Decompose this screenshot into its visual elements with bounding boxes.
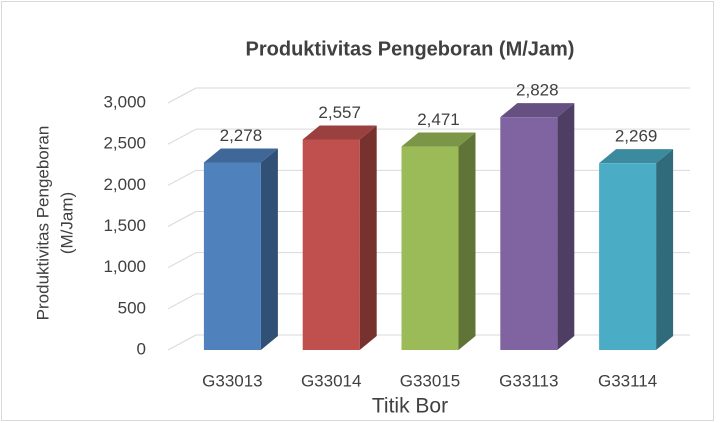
bar [203,162,261,350]
data-label: 2,828 [516,81,559,100]
data-label: 2,278 [220,126,263,145]
grid-line [167,169,197,186]
bar [302,139,360,350]
bar-top [401,132,476,147]
y-tick-label: 2,000 [103,175,146,194]
chart-title: Produktivitas Pengeboran (M/Jam) [246,38,575,60]
x-tick-label: G33114 [598,371,657,390]
bar-side [656,149,674,350]
grid-line [167,211,197,227]
bar [500,117,558,350]
bar [401,146,459,350]
grid-line [167,128,197,145]
grid-line [167,293,197,310]
x-tick-label: G33013 [202,371,263,390]
x-axis-title: Titik Bor [372,395,448,418]
y-tick-label: 1,000 [103,257,146,276]
bar-top [302,125,377,140]
bar [599,163,657,350]
bar-side [260,148,278,350]
x-tick-label: G33015 [400,371,461,390]
y-axis-title: (M/Jam) [57,192,76,254]
data-label: 2,269 [615,127,658,146]
bar-side [359,125,377,350]
y-tick-label: 2,500 [103,134,146,153]
data-label: 2,557 [318,103,361,122]
bar-top [599,149,674,164]
y-tick-label: 3,000 [103,92,146,111]
grid-line [167,334,197,351]
bar-top [203,148,278,163]
grid-line [167,87,197,104]
data-label: 2,471 [417,110,460,129]
bar-side [557,103,575,350]
y-axis-title: Produktivitas Pengeboran [33,126,52,321]
bar-side [458,132,476,350]
x-tick-label: G33014 [301,371,362,390]
grid-line [167,252,197,269]
x-tick-label: G33113 [499,371,558,390]
y-tick-label: 1,500 [103,216,146,235]
bar-top [500,103,575,118]
y-tick-label: 500 [118,298,146,317]
y-tick-label: 0 [137,339,146,358]
